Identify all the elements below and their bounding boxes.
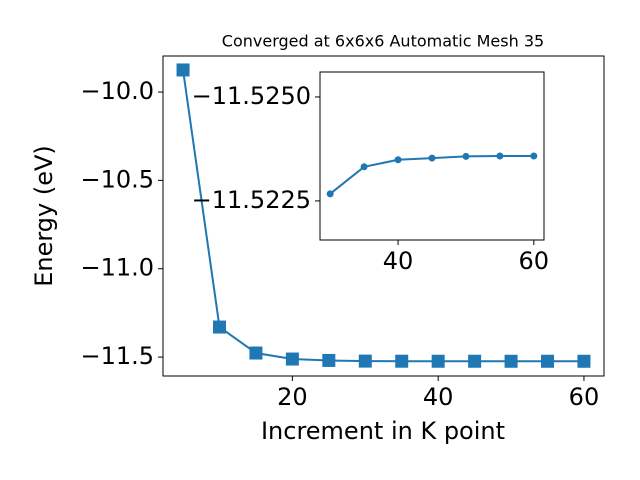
chart-title: Converged at 6x6x6 Automatic Mesh 35 [222,32,544,51]
marker [360,163,368,171]
y-tick-label: −10.5 [80,165,154,193]
y-axis-label: Energy (eV) [30,145,58,287]
marker [496,152,504,160]
marker [541,354,555,368]
y-tick-label: −11.5 [80,342,154,370]
x-tick-label: 60 [569,383,600,411]
x-tick-label: 40 [423,383,454,411]
marker [504,354,518,368]
x-tick-label: 60 [519,247,550,275]
marker [322,353,336,367]
marker [530,152,538,160]
x-tick-label: 40 [383,247,414,275]
x-axis-label: Increment in K point [261,417,505,445]
y-tick-label: −11.5225 [192,186,311,214]
marker [394,156,402,164]
marker [468,354,482,368]
marker [285,352,299,366]
marker [431,354,445,368]
y-tick-label: −10.0 [80,77,154,105]
marker [176,63,190,77]
marker [462,152,470,160]
marker [326,190,334,198]
marker [428,154,436,162]
y-tick-label: −11.5250 [192,82,311,110]
marker [395,354,409,368]
y-tick-label: −11.0 [80,254,154,282]
marker [358,354,372,368]
marker [577,354,591,368]
x-tick-label: 20 [277,383,308,411]
marker [249,346,263,360]
marker [212,320,226,334]
